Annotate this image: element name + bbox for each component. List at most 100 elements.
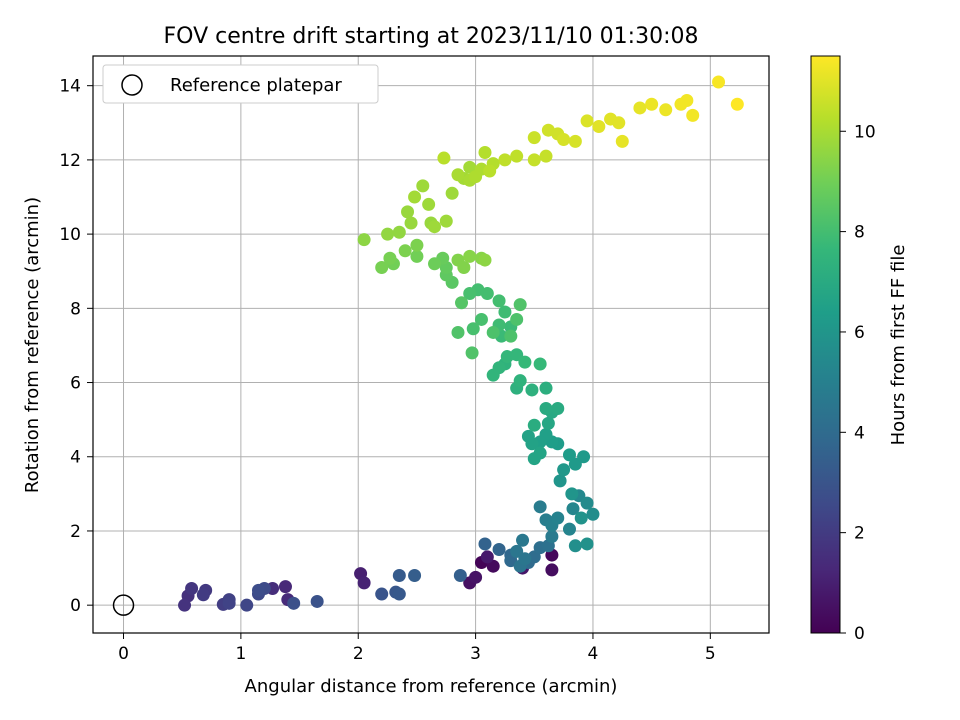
colorbar-tick-label: 4 xyxy=(854,423,865,443)
data-point xyxy=(551,402,565,416)
data-point xyxy=(525,383,539,397)
data-point xyxy=(498,305,512,319)
data-point xyxy=(492,361,506,375)
y-axis-ticks: 0 2 4 6 8 10 12 14 xyxy=(59,77,93,616)
data-point xyxy=(375,261,389,275)
data-point xyxy=(574,511,588,525)
data-point xyxy=(463,160,477,174)
data-point xyxy=(478,253,492,267)
data-point xyxy=(408,190,422,204)
data-point xyxy=(504,554,518,568)
data-point xyxy=(463,286,477,300)
data-point xyxy=(633,101,647,115)
y-tick-label: 2 xyxy=(70,522,81,542)
data-point xyxy=(712,75,726,89)
data-point xyxy=(513,298,527,312)
data-point xyxy=(680,94,694,108)
y-tick-label: 8 xyxy=(70,299,81,319)
legend-box xyxy=(102,64,379,104)
y-tick-label: 14 xyxy=(59,77,81,97)
data-point xyxy=(580,496,594,510)
x-tick-label: 2 xyxy=(353,644,364,664)
legend-marker-icon xyxy=(121,74,143,96)
data-point xyxy=(730,97,744,111)
colorbar-tick-label: 2 xyxy=(854,524,865,544)
data-point xyxy=(451,168,465,182)
data-point xyxy=(465,346,479,360)
data-point xyxy=(545,530,559,544)
data-point xyxy=(375,587,389,601)
data-point xyxy=(287,596,301,610)
data-point xyxy=(527,418,541,432)
data-point xyxy=(469,570,483,584)
data-point xyxy=(504,329,518,343)
data-point xyxy=(492,543,506,557)
colorbar-tick-label: 0 xyxy=(854,624,865,644)
data-point xyxy=(463,249,477,263)
y-tick-label: 6 xyxy=(70,374,81,394)
data-point xyxy=(439,214,453,228)
plot-frame xyxy=(92,55,770,634)
data-point xyxy=(310,594,324,608)
x-tick-label: 3 xyxy=(470,644,481,664)
data-point xyxy=(445,186,459,200)
data-point xyxy=(525,437,539,451)
data-point xyxy=(185,581,199,595)
data-point xyxy=(568,134,582,148)
data-point xyxy=(486,559,500,573)
data-point xyxy=(510,149,524,163)
data-point xyxy=(437,151,451,165)
data-point xyxy=(553,474,567,488)
x-tick-label: 0 xyxy=(118,644,129,664)
data-point xyxy=(568,539,582,553)
data-point xyxy=(383,251,397,265)
data-point xyxy=(478,145,492,159)
data-point xyxy=(480,550,494,564)
data-point xyxy=(612,116,626,130)
colorbar-gradient xyxy=(810,55,841,634)
data-point xyxy=(562,522,576,536)
data-point xyxy=(416,179,430,193)
data-point xyxy=(533,446,547,460)
data-point xyxy=(410,249,424,263)
data-point xyxy=(518,355,532,369)
data-point xyxy=(455,296,469,310)
colorbar-ticks: 0 2 4 6 8 10 xyxy=(840,122,876,644)
data-point xyxy=(357,233,371,247)
data-point xyxy=(451,325,465,339)
data-point xyxy=(562,448,576,462)
data-point xyxy=(251,583,265,597)
data-point xyxy=(516,533,530,547)
data-point xyxy=(478,537,492,551)
y-tick-label: 10 xyxy=(59,225,81,245)
data-point xyxy=(410,238,424,252)
data-point xyxy=(453,568,467,582)
data-point xyxy=(539,381,553,395)
data-point xyxy=(533,500,547,514)
reference-platepar-marker xyxy=(112,594,135,616)
data-point xyxy=(659,103,673,117)
data-point xyxy=(510,544,524,558)
data-point xyxy=(428,257,442,271)
data-point xyxy=(527,131,541,145)
data-point xyxy=(533,357,547,371)
data-point xyxy=(557,132,571,146)
colorbar-tick-label: 10 xyxy=(854,122,876,142)
x-tick-label: 5 xyxy=(705,644,716,664)
data-point xyxy=(196,588,210,602)
data-point xyxy=(580,114,594,128)
y-axis-label: Rotation from reference (arcmin) xyxy=(22,197,43,493)
data-points xyxy=(178,75,744,612)
colorbar-label: Hours from first FF file xyxy=(888,245,909,446)
data-point xyxy=(357,576,371,590)
data-point xyxy=(404,216,418,230)
data-point xyxy=(466,322,480,336)
data-point xyxy=(428,220,442,234)
data-point xyxy=(566,502,580,516)
data-point xyxy=(539,402,553,416)
x-tick-label: 4 xyxy=(588,644,599,664)
data-point xyxy=(615,134,629,148)
data-point xyxy=(392,587,406,601)
legend-entry: Reference platepar xyxy=(170,75,342,96)
